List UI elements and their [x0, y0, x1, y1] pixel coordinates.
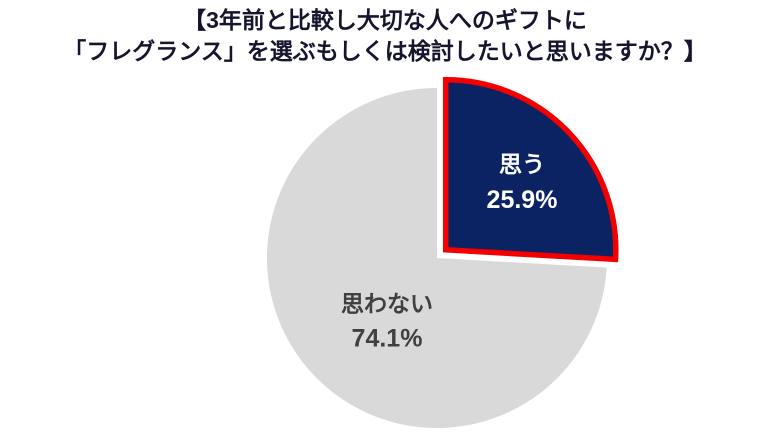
pie-slice-omowanai [266, 88, 607, 428]
pie-label-omou-text: 思う [498, 151, 545, 177]
pie-label-omowanai-text: 思わない [341, 290, 433, 317]
pie-slice-omou [442, 77, 619, 263]
pie-label-omou-value: 25.9% [486, 186, 558, 214]
pie-label-omowanai: 思わない 74.1% [341, 290, 433, 353]
chart-title-line-2: 「フレグランス」を選ぶもしくは検討したいと思いますか？】 [63, 38, 707, 64]
pie-label-omou: 思う 25.9% [487, 153, 558, 213]
chart-title: 【3年前と比較し大切な人へのギフトに 「フレグランス」を選ぶもしくは検討したいと… [0, 5, 770, 67]
pie-label-omowanai-value: 74.1% [351, 324, 423, 353]
chart-title-line-1: 【3年前と比較し大切な人へのギフトに [183, 7, 587, 33]
